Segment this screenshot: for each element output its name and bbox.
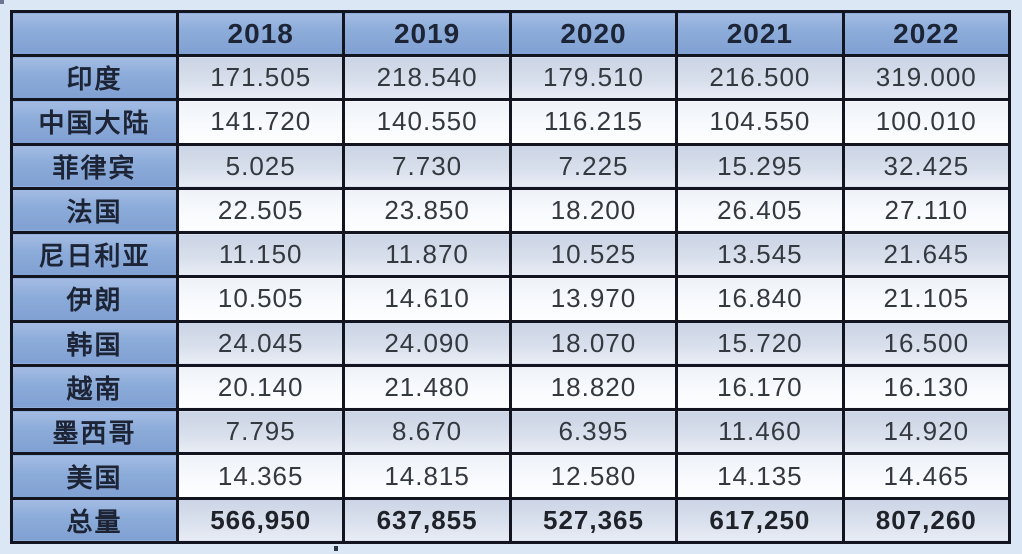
cell-iran-2018: 10.505 (175, 275, 346, 323)
cell-usa-2019: 14.815 (342, 452, 512, 500)
cell-philippines-2022: 32.425 (841, 142, 1012, 190)
cell-iran-2019: 14.610 (342, 275, 512, 323)
cell-korea-2018: 24.045 (175, 319, 346, 367)
cell-nigeria-2022: 21.645 (841, 231, 1012, 279)
cell-china-2019: 140.550 (342, 98, 512, 146)
cell-total-2019: 637,855 (342, 496, 512, 545)
cell-france-2018: 22.505 (175, 186, 346, 235)
corner-cell (10, 10, 179, 57)
row-header-china-mainland: 中国大陆 (10, 98, 179, 146)
table-row-total: 总量 566,950 637,855 527,365 617,250 807,2… (10, 496, 1012, 545)
country-year-data-table: 2018 2019 2020 2021 2022 印度 171.505 218.… (10, 10, 1012, 545)
column-header-2021: 2021 (675, 10, 845, 57)
table-row-nigeria: 尼日利亚 11.150 11.870 10.525 13.545 21.645 (10, 231, 1012, 279)
cell-france-2021: 26.405 (675, 186, 845, 235)
table-row-india: 印度 171.505 218.540 179.510 216.500 319.0… (10, 53, 1012, 102)
cell-india-2022: 319.000 (841, 53, 1012, 102)
table-row-vietnam: 越南 20.140 21.480 18.820 16.170 16.130 (10, 363, 1012, 412)
cell-total-2020: 527,365 (508, 496, 679, 545)
column-header-2022: 2022 (841, 10, 1012, 57)
cell-mexico-2020: 6.395 (508, 408, 679, 456)
row-header-philippines: 菲律宾 (10, 142, 179, 190)
cell-iran-2022: 21.105 (841, 275, 1012, 323)
table-row-china-mainland: 中国大陆 141.720 140.550 116.215 104.550 100… (10, 98, 1012, 146)
cell-iran-2020: 13.970 (508, 275, 679, 323)
table-row-philippines: 菲律宾 5.025 7.730 7.225 15.295 32.425 (10, 142, 1012, 190)
row-header-nigeria: 尼日利亚 (10, 231, 179, 279)
cell-usa-2021: 14.135 (675, 452, 845, 500)
cell-china-2021: 104.550 (675, 98, 845, 146)
column-header-2018: 2018 (175, 10, 346, 57)
data-table: 2018 2019 2020 2021 2022 印度 171.505 218.… (10, 10, 1012, 545)
cell-china-2022: 100.010 (841, 98, 1012, 146)
cell-france-2020: 18.200 (508, 186, 679, 235)
row-header-mexico: 墨西哥 (10, 408, 179, 456)
bottom-tick-artifact (334, 546, 338, 551)
column-header-2020: 2020 (508, 10, 679, 57)
cell-nigeria-2021: 13.545 (675, 231, 845, 279)
cell-nigeria-2020: 10.525 (508, 231, 679, 279)
cell-vietnam-2019: 21.480 (342, 363, 512, 412)
column-header-2019: 2019 (342, 10, 512, 57)
row-header-vietnam: 越南 (10, 363, 179, 412)
cell-korea-2020: 18.070 (508, 319, 679, 367)
cell-korea-2022: 16.500 (841, 319, 1012, 367)
cell-usa-2022: 14.465 (841, 452, 1012, 500)
cell-india-2019: 218.540 (342, 53, 512, 102)
cell-vietnam-2018: 20.140 (175, 363, 346, 412)
cell-philippines-2019: 7.730 (342, 142, 512, 190)
cell-vietnam-2021: 16.170 (675, 363, 845, 412)
corner-artifact (0, 0, 4, 4)
cell-mexico-2018: 7.795 (175, 408, 346, 456)
table-row-mexico: 墨西哥 7.795 8.670 6.395 11.460 14.920 (10, 408, 1012, 456)
header-row: 2018 2019 2020 2021 2022 (10, 10, 1012, 57)
table-row-usa: 美国 14.365 14.815 12.580 14.135 14.465 (10, 452, 1012, 500)
row-header-france: 法国 (10, 186, 179, 235)
table-row-france: 法国 22.505 23.850 18.200 26.405 27.110 (10, 186, 1012, 235)
row-header-south-korea: 韩国 (10, 319, 179, 367)
cell-india-2018: 171.505 (175, 53, 346, 102)
cell-usa-2020: 12.580 (508, 452, 679, 500)
cell-total-2022: 807,260 (841, 496, 1012, 545)
cell-india-2020: 179.510 (508, 53, 679, 102)
cell-philippines-2018: 5.025 (175, 142, 346, 190)
table-row-iran: 伊朗 10.505 14.610 13.970 16.840 21.105 (10, 275, 1012, 323)
cell-india-2021: 216.500 (675, 53, 845, 102)
cell-mexico-2022: 14.920 (841, 408, 1012, 456)
cell-korea-2019: 24.090 (342, 319, 512, 367)
cell-nigeria-2019: 11.870 (342, 231, 512, 279)
row-header-usa: 美国 (10, 452, 179, 500)
cell-philippines-2021: 15.295 (675, 142, 845, 190)
cell-nigeria-2018: 11.150 (175, 231, 346, 279)
cell-vietnam-2022: 16.130 (841, 363, 1012, 412)
row-header-iran: 伊朗 (10, 275, 179, 323)
cell-mexico-2021: 11.460 (675, 408, 845, 456)
cell-total-2021: 617,250 (675, 496, 845, 545)
cell-france-2022: 27.110 (841, 186, 1012, 235)
cell-total-2018: 566,950 (175, 496, 346, 545)
row-header-total: 总量 (10, 496, 179, 545)
table-row-south-korea: 韩国 24.045 24.090 18.070 15.720 16.500 (10, 319, 1012, 367)
row-header-india: 印度 (10, 53, 179, 102)
cell-china-2018: 141.720 (175, 98, 346, 146)
cell-philippines-2020: 7.225 (508, 142, 679, 190)
cell-vietnam-2020: 18.820 (508, 363, 679, 412)
cell-usa-2018: 14.365 (175, 452, 346, 500)
cell-china-2020: 116.215 (508, 98, 679, 146)
cell-iran-2021: 16.840 (675, 275, 845, 323)
cell-france-2019: 23.850 (342, 186, 512, 235)
cell-korea-2021: 15.720 (675, 319, 845, 367)
cell-mexico-2019: 8.670 (342, 408, 512, 456)
